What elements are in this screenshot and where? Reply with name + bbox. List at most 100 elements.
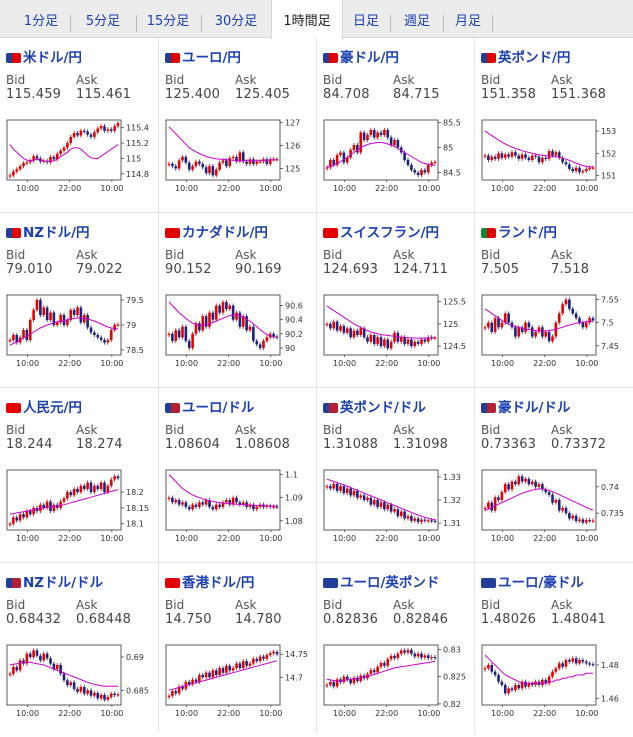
pair-title[interactable]: ユーロ/円 [182,50,241,66]
y-tick-label: 0.825 [443,673,466,682]
candle-body [39,655,42,661]
tab-daily[interactable]: 日足 [352,14,379,29]
timeframe-tab-bar: 1分足 5分足 15分足 30分足 1時間足 日足 週足 月足 [0,0,633,39]
x-tick-label: 22:00 [533,534,556,543]
pair-title[interactable]: ユーロ/英ポンド [340,575,440,591]
pair-title[interactable]: 香港ドル/円 [182,575,255,591]
y-tick-label: 125.5 [443,298,466,307]
y-tick-label: 115 [126,154,141,163]
pair-title[interactable]: ランド/円 [498,225,557,241]
y-tick-label: 1.31 [443,519,461,528]
pair-title-link[interactable]: ランド/円 [481,221,557,241]
candle-body [191,333,194,348]
tab-15min[interactable]: 15分足 [146,14,190,29]
pair-title-link[interactable]: NZドル/ドル [6,571,103,591]
flag-icon [481,53,496,63]
pair-title-link[interactable]: カナダドル/円 [165,221,268,241]
price-chart[interactable]: 1.48 1.46 10:00 22:00 10:00 [480,641,628,719]
pair-title-link[interactable]: 英ポンド/円 [481,46,570,66]
pair-title[interactable]: カナダドル/円 [182,225,268,241]
candle-body [581,519,585,523]
candle-body [116,324,120,326]
price-chart[interactable]: 18.2 18.15 18.1 10:00 22:00 10:00 [5,466,153,544]
pair-title-link[interactable]: 豪ドル/円 [323,46,399,66]
pair-title-link[interactable]: 豪ドル/ドル [481,396,570,416]
candle-body [349,679,352,684]
y-tick-label: 90.2 [285,330,303,339]
pair-title[interactable]: NZドル/円 [23,225,90,241]
price-chart[interactable]: 7.55 7.5 7.45 10:00 22:00 10:00 [480,291,628,369]
flag-icon [323,578,338,588]
tab-1hour[interactable]: 1時間足 [271,0,343,39]
pair-title-link[interactable]: 米ドル/円 [6,46,82,66]
y-tick-label: 18.15 [126,504,149,513]
candle-body [231,305,235,320]
price-chart[interactable]: 0.69 0.685 10:00 22:00 10:00 [5,641,153,719]
tab-weekly[interactable]: 週足 [403,14,430,29]
pair-title-link[interactable]: 英ポンド/ドル [323,396,426,416]
price-chart[interactable]: 0.83 0.825 0.82 10:00 22:00 10:00 [322,641,470,719]
pair-title-link[interactable]: ユーロ/円 [165,46,241,66]
candle-body [86,131,89,135]
price-chart[interactable]: 85.5 85 84.5 10:00 22:00 10:00 [322,116,470,194]
pair-title[interactable]: 英ポンド/ドル [340,400,426,416]
ask-value: 0.82846 [393,612,449,627]
price-chart[interactable]: 1.1 1.09 1.08 10:00 22:00 10:00 [164,466,312,544]
candle-body [201,675,205,678]
candle-body [342,152,346,163]
candle-body [393,332,396,342]
tab-monthly[interactable]: 月足 [454,14,481,29]
price-chart[interactable]: 14.75 14.7 10:00 22:00 10:00 [164,641,312,719]
price-chart[interactable]: 79.5 79 78.5 10:00 22:00 10:00 [5,291,153,369]
pair-title-link[interactable]: ユーロ/豪ドル [481,571,584,591]
pair-title-link[interactable]: ユーロ/英ポンド [323,571,439,591]
candle-body [396,140,400,148]
y-tick-label: 153 [601,127,616,136]
price-chart[interactable]: 1.33 1.32 1.31 10:00 22:00 10:00 [322,466,470,544]
pair-title[interactable]: 豪ドル/円 [340,50,399,66]
tab-5min[interactable]: 5分足 [85,14,121,29]
pair-title-link[interactable]: ユーロ/ドル [165,396,254,416]
y-tick-label: 1.08 [285,517,303,526]
candle-body [403,337,406,344]
candle-body [352,490,356,496]
price-chart[interactable]: 90.6 90.4 90.2 90 10:00 22:00 10:00 [164,291,312,369]
y-tick-label: 125 [285,164,300,173]
pair-title[interactable]: NZドル/ドル [23,575,104,591]
pair-title[interactable]: スイスフラン/円 [340,225,440,241]
pair-title[interactable]: 米ドル/円 [23,50,82,66]
price-chart[interactable]: 0.74 0.735 10:00 22:00 10:00 [480,466,628,544]
pair-title[interactable]: ユーロ/豪ドル [498,575,584,591]
candle-body [106,340,110,343]
price-chart[interactable]: 115.4 115.2 115 114.8 10:00 22:00 10:00 [5,116,153,194]
price-chart[interactable]: 125.5 125 124.5 10:00 22:00 10:00 [322,291,470,369]
pair-title[interactable]: 英ポンド/円 [498,50,571,66]
candle-body [352,145,356,150]
candle-body [383,663,386,666]
pair-title-link[interactable]: 香港ドル/円 [165,571,254,591]
price-chart[interactable]: 153 152 151 10:00 22:00 10:00 [480,116,628,194]
tab-30min[interactable]: 30分足 [214,14,258,29]
tab-1min[interactable]: 1分足 [23,14,59,29]
candle-body [255,340,259,345]
candle-body [12,517,15,524]
pair-title-link[interactable]: スイスフラン/円 [323,221,439,241]
candle-body [204,316,208,327]
x-tick-label: 10:00 [16,359,39,368]
candle-body [514,685,517,690]
pair-title[interactable]: ユーロ/ドル [182,400,255,416]
price-chart[interactable]: 127 126 125 10:00 22:00 10:00 [164,116,312,194]
candle-body [568,660,571,662]
candle-body [93,132,96,137]
candle-body [561,663,564,667]
pair-title[interactable]: 豪ドル/ドル [498,400,571,416]
pair-title-link[interactable]: NZドル/円 [6,221,90,241]
candle-body [551,336,554,342]
pair-title[interactable]: 人民元/円 [23,400,82,416]
candle-body [79,687,83,692]
candle-body [332,682,336,687]
pair-title-link[interactable]: 人民元/円 [6,396,82,416]
candle-body [8,523,12,525]
candle-body [571,515,575,519]
candle-body [527,157,531,160]
